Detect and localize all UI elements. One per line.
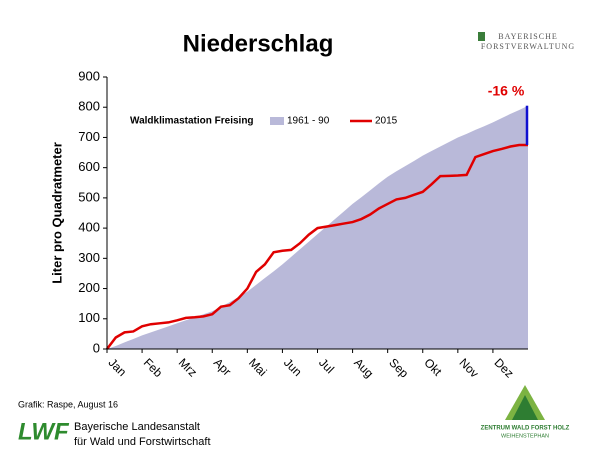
institute: für Wald und Forstwirtschaft xyxy=(74,436,211,448)
y-tick-label: 300 xyxy=(78,250,100,265)
x-tick-label: Dez xyxy=(492,355,517,380)
y-tick-label: 500 xyxy=(78,189,100,204)
logo-shape xyxy=(512,395,538,420)
legend-swatch xyxy=(270,117,284,125)
x-tick-label: Aug xyxy=(351,355,376,380)
chart-title: Niederschlag xyxy=(183,30,334,57)
y-tick-label: 200 xyxy=(78,280,100,295)
x-tick-label: Apr xyxy=(211,355,234,378)
y-tick-label: 100 xyxy=(78,310,100,325)
x-tick-label: Mrz xyxy=(176,355,200,379)
center-logo: ZENTRUM WALD FORST HOLZ WEIHENSTEPHAN xyxy=(481,385,570,439)
legend-label: 2015 xyxy=(375,116,398,127)
legend-title: Waldklimastation Freising xyxy=(130,116,254,127)
x-tick-label: Jul xyxy=(316,355,337,376)
forst-logo: BAYERISCHE FORSTVERWALTUNG xyxy=(478,32,575,51)
y-axis-label: Liter pro Quadratmeter xyxy=(49,142,64,284)
legend-label: 1961 - 90 xyxy=(287,116,330,127)
org-line: FORSTVERWALTUNG xyxy=(481,42,575,51)
lwf-logo: LWF xyxy=(18,418,70,445)
y-tick-label: 700 xyxy=(78,129,100,144)
y-tick-label: 0 xyxy=(93,340,100,355)
x-tick-label: Sep xyxy=(386,355,411,380)
x-tick-label: Feb xyxy=(141,355,166,380)
institute: Bayerische Landesanstalt xyxy=(74,421,200,433)
area xyxy=(107,105,528,349)
x-tick-label: Mai xyxy=(246,355,270,379)
y-tick-label: 600 xyxy=(78,159,100,174)
x-tick-label: Okt xyxy=(421,355,445,379)
y-tick-label: 900 xyxy=(78,68,100,83)
line xyxy=(106,143,528,350)
x-tick-label: Nov xyxy=(456,355,481,380)
y-tick-label: 800 xyxy=(78,99,100,114)
center-name: ZENTRUM WALD FORST HOLZ xyxy=(481,426,570,432)
center-name: WEIHENSTEPHAN xyxy=(501,433,549,439)
y-tick-label: 400 xyxy=(78,220,100,235)
annotation: -16 % xyxy=(488,83,525,99)
credit: Grafik: Raspe, August 16 xyxy=(18,399,118,409)
org-line: BAYERISCHE xyxy=(498,32,558,41)
x-tick-label: Jan xyxy=(106,355,130,379)
x-tick-label: Jun xyxy=(281,355,305,379)
logo-icon xyxy=(478,32,485,41)
